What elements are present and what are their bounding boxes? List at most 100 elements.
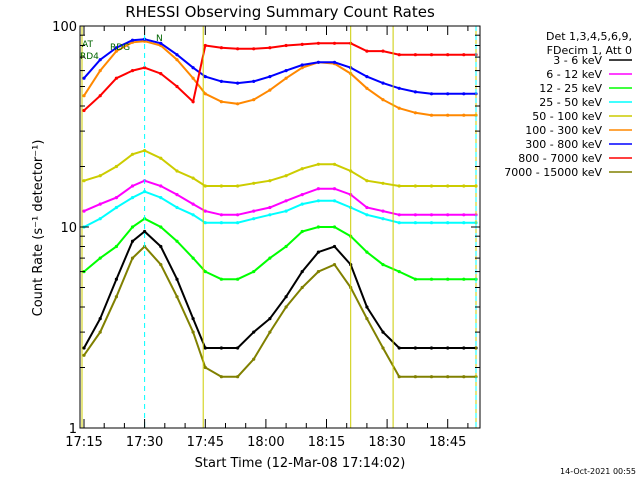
- data-point: [397, 270, 401, 274]
- data-point: [114, 277, 118, 281]
- data-point: [175, 53, 179, 57]
- axes-layer: 17:15 17:30 17:45 18:00 18:15 18:30 18:45 1 10 10…: [52, 20, 481, 450]
- data-point: [446, 277, 450, 281]
- data-point: [365, 250, 369, 254]
- data-point: [365, 305, 369, 309]
- data-point: [98, 330, 102, 334]
- data-point: [332, 187, 337, 191]
- data-point: [316, 41, 320, 45]
- data-point: [397, 213, 401, 217]
- data-point: [413, 90, 417, 94]
- legend-entry-label: 100 - 300 keV: [525, 124, 602, 137]
- data-point: [284, 295, 288, 299]
- data-point: [365, 179, 369, 183]
- data-point: [365, 86, 369, 90]
- series-line-8: [83, 42, 476, 112]
- data-point: [98, 58, 102, 62]
- data-point: [381, 98, 385, 102]
- data-point: [332, 60, 337, 64]
- data-point: [446, 53, 450, 57]
- data-point: [300, 193, 304, 197]
- data-point: [203, 184, 207, 188]
- series-line-2: [83, 179, 476, 216]
- data-point: [219, 346, 223, 350]
- data-point: [143, 149, 147, 153]
- data-point: [413, 111, 417, 115]
- marker-layer: AT RDG N RD4: [80, 26, 477, 428]
- data-point: [332, 41, 337, 45]
- data-point: [381, 181, 385, 185]
- data-point: [284, 305, 288, 309]
- data-point: [219, 213, 223, 217]
- data-point: [114, 196, 118, 200]
- data-point: [143, 229, 147, 234]
- data-point: [191, 76, 195, 80]
- data-point: [82, 209, 86, 213]
- data-point: [219, 375, 223, 379]
- data-point: [252, 181, 256, 185]
- data-point: [268, 75, 272, 79]
- data-point: [381, 330, 385, 334]
- x-tick-label: 17:15: [65, 435, 102, 450]
- data-point: [268, 179, 272, 183]
- data-point: [219, 79, 223, 83]
- x-tick-label: 17:45: [187, 435, 224, 450]
- data-point: [236, 213, 240, 217]
- data-point: [365, 317, 369, 321]
- data-point: [82, 353, 86, 357]
- data-point: [397, 53, 401, 57]
- series-line-6: [83, 40, 476, 117]
- data-point: [462, 221, 466, 225]
- legend-header: Det 1,3,4,5,6,9,: [546, 30, 632, 43]
- data-point: [429, 375, 434, 379]
- data-point: [159, 41, 163, 45]
- y-axis-label: Count Rate (s⁻¹ detector⁻¹): [31, 140, 46, 317]
- data-point: [268, 205, 272, 210]
- data-point: [446, 346, 450, 350]
- data-point: [191, 330, 195, 334]
- data-point: [462, 277, 466, 281]
- data-point: [397, 106, 401, 110]
- data-point: [413, 221, 417, 225]
- legend-entry-label: 300 - 800 keV: [525, 138, 602, 151]
- data-point: [284, 209, 288, 213]
- data-point: [284, 69, 288, 73]
- data-point: [413, 184, 417, 188]
- data-point: [365, 49, 369, 53]
- data-point: [175, 277, 179, 281]
- data-point: [365, 205, 369, 210]
- data-point: [316, 162, 320, 166]
- series-line-4: [83, 190, 476, 228]
- data-point: [268, 88, 272, 92]
- data-point: [252, 98, 256, 102]
- data-point: [175, 205, 179, 210]
- data-point: [268, 256, 272, 260]
- data-point: [130, 196, 135, 200]
- x-tick-label: 18:45: [429, 435, 466, 450]
- data-point: [130, 184, 135, 188]
- data-point: [365, 75, 369, 79]
- data-point: [98, 69, 102, 73]
- legend-header: FDecim 1, Att 0: [547, 44, 632, 57]
- data-point: [191, 213, 195, 217]
- series-line-1: [83, 230, 476, 349]
- data-point: [98, 256, 102, 260]
- data-point: [316, 187, 320, 191]
- data-point: [130, 256, 135, 260]
- data-point: [114, 244, 118, 249]
- series-line-3: [83, 217, 476, 281]
- data-point: [219, 184, 223, 188]
- data-point: [332, 162, 337, 166]
- x-tick-label: 18:30: [368, 435, 405, 450]
- data-point: [446, 92, 450, 96]
- data-point: [316, 250, 320, 254]
- data-point: [98, 94, 102, 98]
- data-point: [429, 213, 434, 217]
- data-point: [236, 375, 240, 379]
- data-point: [159, 263, 163, 267]
- data-point: [175, 169, 179, 173]
- data-point: [252, 357, 256, 361]
- data-point: [130, 152, 135, 156]
- data-point: [446, 213, 450, 217]
